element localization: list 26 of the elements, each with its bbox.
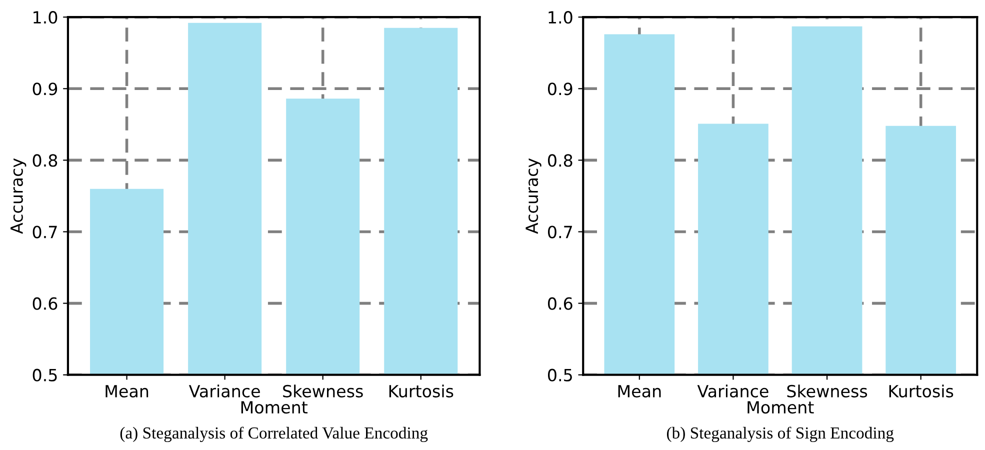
- x-tick-label: Mean: [618, 385, 661, 398]
- x-tick-label: Variance: [188, 384, 260, 398]
- y-tick-label: 0.9: [32, 82, 58, 96]
- y-tick-label: 0.5: [548, 368, 572, 382]
- y-axis-title: Accuracy: [526, 158, 542, 234]
- x-axis-title: Moment: [748, 401, 814, 414]
- y-tick-label: 0.8: [32, 154, 58, 167]
- x-tick-label: Kurtosis: [389, 384, 454, 398]
- y-tick-label: 1.0: [34, 11, 58, 24]
- y-tick-label: 0.9: [548, 82, 572, 96]
- x-tick-label: Skewness: [283, 384, 363, 398]
- x-tick-label: Kurtosis: [889, 384, 954, 398]
- text: (b) Steganalysis of Sign Encoding: [666, 426, 894, 442]
- x-axis-title: Moment: [241, 401, 308, 414]
- y-tick-label: 0.6: [32, 297, 58, 310]
- y-tick-label: 0.6: [548, 297, 572, 310]
- y-tick-label: 0.7: [32, 226, 57, 238]
- x-tick-label: Skewness: [787, 384, 868, 398]
- y-axis-title: Accuracy: [10, 158, 26, 234]
- text: (a) Steganalysis of Correlated Value Encoding: [120, 426, 428, 442]
- y-tick-label: 0.7: [548, 226, 572, 238]
- x-tick-label: Variance: [697, 384, 768, 398]
- y-tick-label: 0.8: [548, 154, 572, 167]
- x-tick-label: Mean: [106, 385, 148, 398]
- y-tick-label: 0.5: [32, 368, 57, 382]
- y-tick-label: 1.0: [548, 11, 572, 24]
